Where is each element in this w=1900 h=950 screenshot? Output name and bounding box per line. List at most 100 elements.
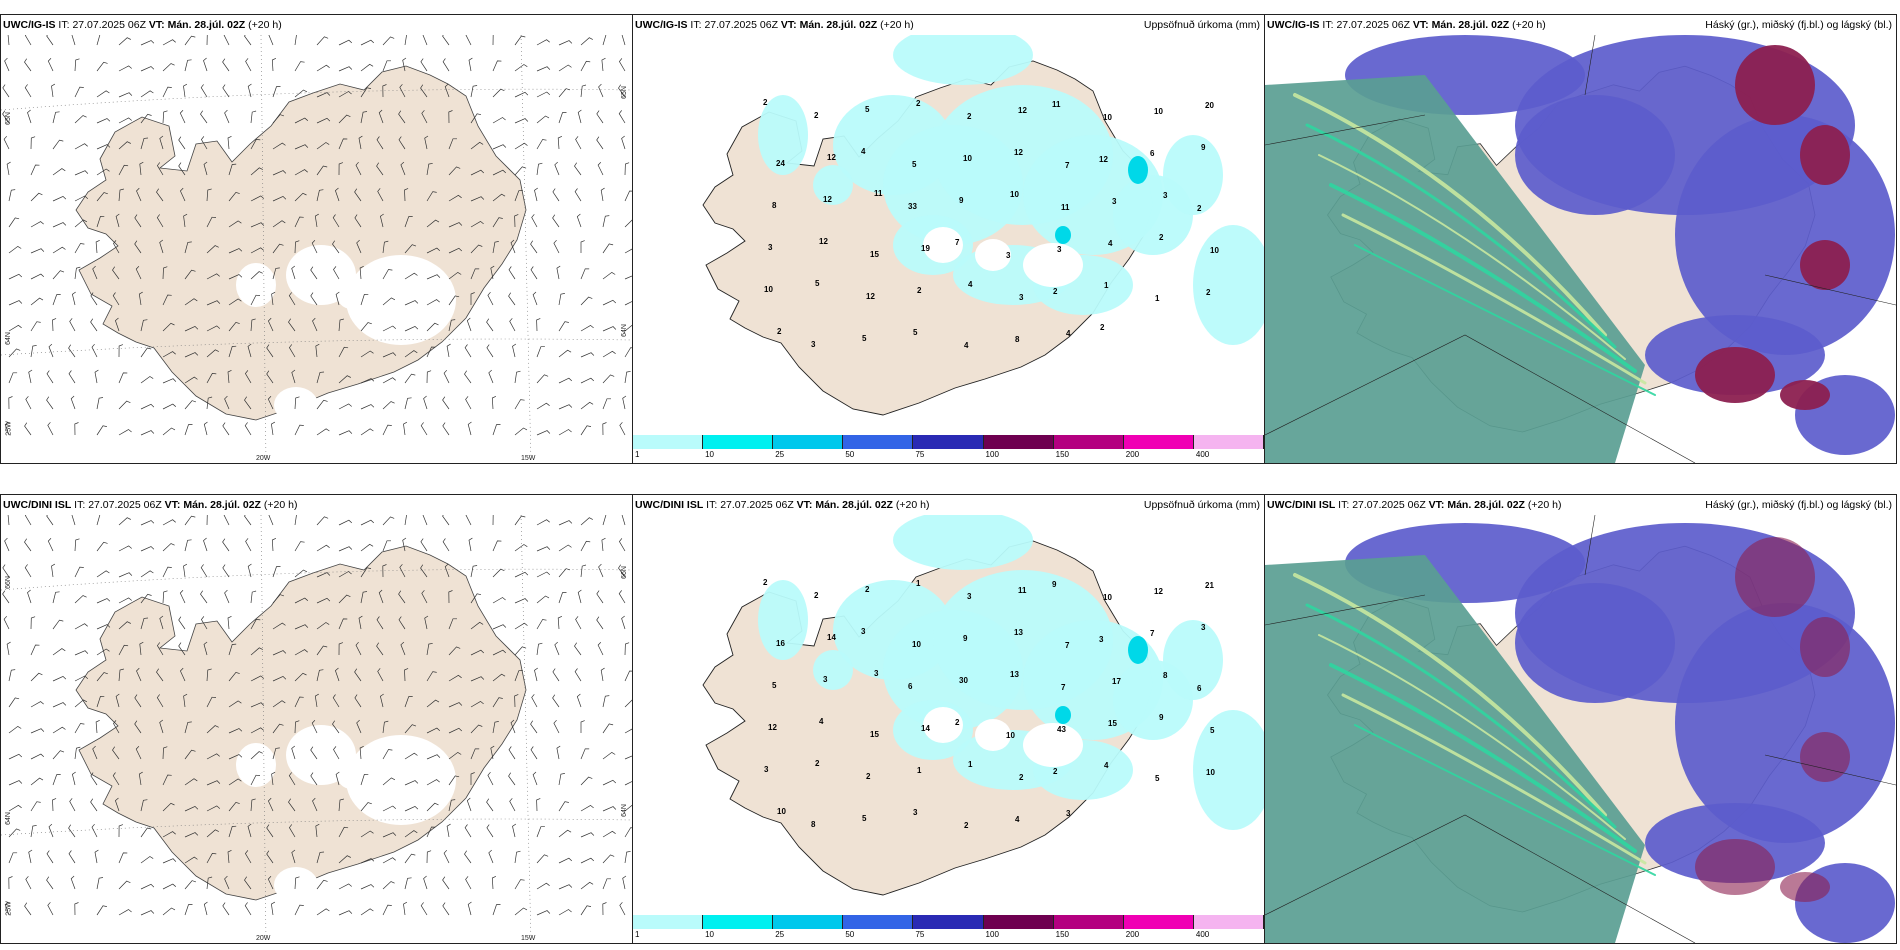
wind-barb — [178, 642, 186, 656]
wind-barb — [272, 267, 280, 280]
wind-barb — [465, 515, 472, 526]
wind-barb — [464, 370, 472, 384]
wind-barb — [162, 322, 175, 332]
wind-barb — [467, 421, 472, 436]
wind-barb — [2, 590, 10, 604]
wind-barb — [448, 247, 463, 254]
wind-barb — [162, 543, 175, 552]
wind-barb — [250, 647, 263, 656]
precip-value: 10 — [777, 807, 786, 816]
wind-barb — [68, 824, 76, 838]
wind-barb — [532, 291, 538, 306]
wind-barb — [580, 748, 590, 760]
wind-barb — [90, 772, 98, 786]
wind-barb — [514, 35, 526, 46]
wind-barb — [30, 824, 37, 838]
wind-barb — [316, 544, 330, 552]
wind-barb — [536, 571, 551, 578]
wind-barb — [514, 571, 529, 578]
wind-barb — [448, 295, 460, 306]
wind-barb — [46, 370, 54, 384]
precip-value: 14 — [827, 633, 836, 642]
precip-value: 1 — [1104, 281, 1109, 290]
wind-barb — [338, 346, 349, 358]
precip-value: 19 — [921, 244, 930, 253]
wind-barb — [245, 538, 252, 552]
wind-barb — [70, 875, 76, 890]
wind-barb — [46, 515, 54, 526]
corner-label: 25W — [5, 421, 13, 436]
wind-barb — [398, 136, 406, 150]
wind-barb — [382, 777, 396, 786]
wind-barb — [448, 319, 456, 332]
wind-barb — [360, 293, 369, 306]
wind-barb — [602, 243, 614, 254]
wind-barb — [404, 696, 413, 708]
precip-value: 7 — [1150, 629, 1155, 638]
precip-core — [1128, 636, 1148, 664]
wind-barb — [338, 571, 352, 578]
wind-barb — [338, 162, 344, 176]
wind-barb — [30, 221, 44, 228]
wind-barb — [514, 142, 528, 150]
wind-barb — [267, 797, 274, 812]
wind-barb — [359, 745, 364, 760]
precip-value: 7 — [955, 238, 960, 247]
wind-barb — [536, 910, 551, 916]
wind-barb — [118, 909, 132, 916]
wind-barb — [206, 325, 221, 332]
precip-value: 2 — [814, 111, 819, 120]
wind-barb — [558, 40, 573, 46]
wind-barb — [159, 719, 164, 734]
precip-value: 3 — [1112, 197, 1117, 206]
wind-barb — [30, 164, 40, 176]
wind-barb — [404, 752, 418, 760]
colorbar-label: 75 — [915, 450, 925, 459]
wind-barb — [178, 136, 186, 150]
wind-barb — [118, 92, 133, 98]
panel-header: UWC/IG-IS IT: 27.07.2025 06Z VT: Mán. 28… — [1265, 15, 1896, 35]
wind-barb — [404, 325, 419, 332]
wind-barb — [558, 293, 565, 306]
wind-barb — [338, 618, 348, 630]
wind-barb — [470, 772, 475, 785]
wind-barb — [271, 421, 276, 436]
wind-barb — [25, 876, 32, 890]
panel-header: UWC/DINI ISL IT: 27.07.2025 06Z VT: Mán.… — [633, 495, 1264, 515]
wind-barb — [74, 86, 84, 98]
wind-barb — [360, 884, 375, 890]
glacier — [346, 735, 456, 825]
wind-barb — [162, 266, 168, 280]
precip-value: 4 — [968, 280, 973, 289]
wind-barb — [536, 519, 550, 526]
panel-header: UWC/IG-IS IT: 27.07.2025 06Z VT: Mán. 28… — [633, 15, 1264, 35]
wind-barb — [96, 570, 110, 578]
cloud-streak — [1341, 213, 1647, 385]
wind-barb — [536, 139, 547, 150]
colorbar-label: 50 — [845, 450, 855, 459]
wind-barb — [536, 66, 551, 72]
wind-barb — [448, 727, 463, 734]
cloud-title: Háský (gr.), miðský (fj.bl.) og lágský (… — [1705, 499, 1892, 511]
wind-barb — [470, 244, 483, 254]
wind-barb — [558, 857, 573, 864]
wind-barb — [577, 589, 582, 604]
wind-barb — [624, 370, 631, 384]
wind-barb — [580, 84, 587, 98]
wind-barb — [96, 90, 110, 98]
wind-barb — [96, 397, 104, 410]
high-cloud-area — [1265, 75, 1645, 463]
wind-barb — [338, 855, 351, 864]
wind-barb — [536, 546, 551, 552]
wind-barb — [52, 675, 67, 682]
wind-barb — [316, 879, 328, 890]
wind-barb — [558, 88, 571, 98]
wind-barb — [156, 668, 164, 682]
wind-barb — [470, 676, 485, 682]
wind-barb — [244, 902, 252, 916]
wind-barb — [7, 515, 10, 526]
vt-label: VT: — [796, 499, 813, 511]
wind-barb — [134, 214, 142, 228]
wind-barb — [245, 58, 252, 72]
wind-barb — [118, 880, 131, 890]
